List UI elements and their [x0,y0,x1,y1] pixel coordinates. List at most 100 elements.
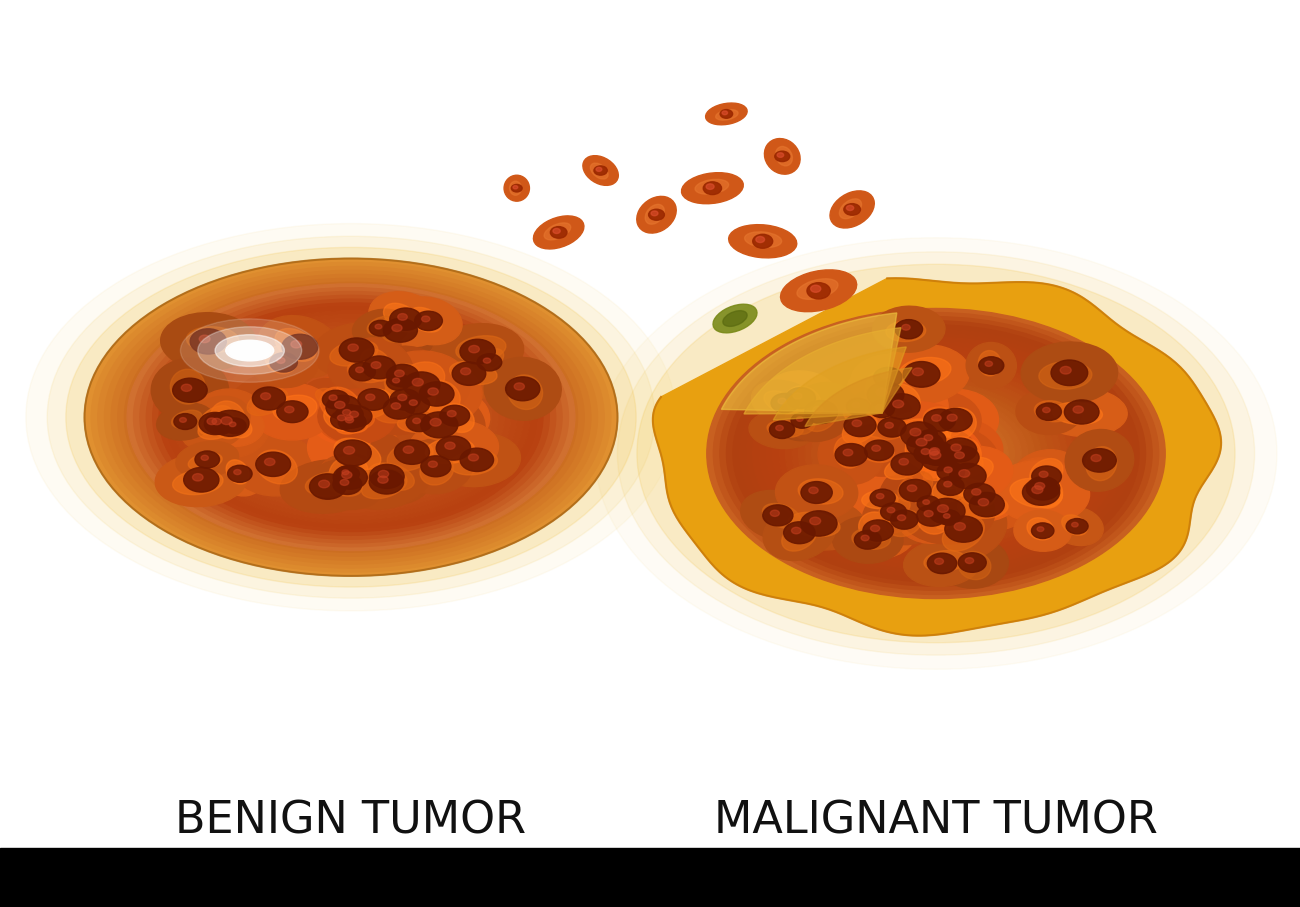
Ellipse shape [897,427,959,480]
Circle shape [207,418,217,424]
Ellipse shape [941,478,1032,532]
Ellipse shape [368,422,456,483]
Ellipse shape [384,303,420,332]
Circle shape [384,397,415,419]
Ellipse shape [338,409,364,425]
Ellipse shape [871,412,1001,495]
Ellipse shape [278,374,424,461]
Ellipse shape [188,453,222,470]
Ellipse shape [104,270,598,564]
Circle shape [903,362,940,387]
Ellipse shape [272,370,432,464]
Ellipse shape [866,373,901,410]
Ellipse shape [874,345,970,405]
Circle shape [264,458,276,465]
Circle shape [1050,360,1088,385]
Circle shape [1043,407,1050,413]
Ellipse shape [785,383,857,442]
Ellipse shape [858,404,1014,503]
Circle shape [447,411,456,416]
Ellipse shape [595,238,1277,669]
Ellipse shape [386,374,412,396]
Ellipse shape [915,496,946,511]
Circle shape [922,442,954,465]
Ellipse shape [157,302,545,532]
Circle shape [439,405,469,426]
Ellipse shape [924,551,966,571]
Ellipse shape [741,491,815,541]
Circle shape [369,320,393,336]
Ellipse shape [913,389,998,451]
Circle shape [651,211,658,216]
Ellipse shape [125,282,577,552]
Circle shape [864,440,893,461]
Ellipse shape [320,387,360,422]
Ellipse shape [333,371,413,427]
Ellipse shape [332,405,370,429]
Circle shape [415,311,442,330]
Ellipse shape [274,372,428,463]
Circle shape [437,436,471,460]
Ellipse shape [923,446,1013,506]
Polygon shape [722,313,897,413]
Ellipse shape [399,439,473,493]
Ellipse shape [185,318,517,516]
Circle shape [1023,479,1060,505]
Ellipse shape [763,371,838,425]
Circle shape [309,473,346,499]
Ellipse shape [1028,474,1062,508]
Ellipse shape [905,431,949,468]
Circle shape [937,476,963,495]
Circle shape [291,340,302,348]
Circle shape [937,504,949,512]
Ellipse shape [226,460,250,484]
Circle shape [199,335,211,343]
Ellipse shape [66,248,636,587]
Circle shape [880,372,889,378]
Circle shape [935,558,944,564]
Circle shape [212,410,250,436]
Circle shape [777,398,786,404]
Circle shape [282,335,317,359]
Circle shape [1066,519,1088,534]
Ellipse shape [878,416,995,491]
Circle shape [445,442,455,449]
Ellipse shape [420,389,490,443]
Ellipse shape [776,465,858,520]
Ellipse shape [391,362,482,426]
Ellipse shape [941,467,1018,521]
Circle shape [363,356,395,379]
Ellipse shape [484,357,562,420]
Ellipse shape [385,405,454,441]
Circle shape [914,444,942,463]
Circle shape [398,395,407,401]
Ellipse shape [369,292,442,346]
Circle shape [369,470,403,494]
Polygon shape [744,327,901,414]
Ellipse shape [1035,401,1070,422]
Circle shape [395,370,404,376]
Ellipse shape [462,341,517,384]
Circle shape [853,403,859,407]
Ellipse shape [330,340,378,366]
Circle shape [785,387,815,408]
Circle shape [386,365,419,387]
Circle shape [552,229,560,233]
Ellipse shape [894,423,982,484]
Ellipse shape [840,199,862,219]
Circle shape [920,444,958,471]
Ellipse shape [373,351,469,419]
Circle shape [937,463,965,482]
Ellipse shape [294,383,408,452]
Ellipse shape [696,180,728,194]
Ellipse shape [332,405,370,429]
Circle shape [390,389,420,410]
Ellipse shape [369,373,442,426]
Circle shape [937,510,959,525]
Circle shape [902,325,910,330]
Ellipse shape [250,337,318,387]
Ellipse shape [214,335,285,366]
Ellipse shape [733,325,1139,582]
Circle shape [333,465,368,489]
Ellipse shape [198,326,504,509]
